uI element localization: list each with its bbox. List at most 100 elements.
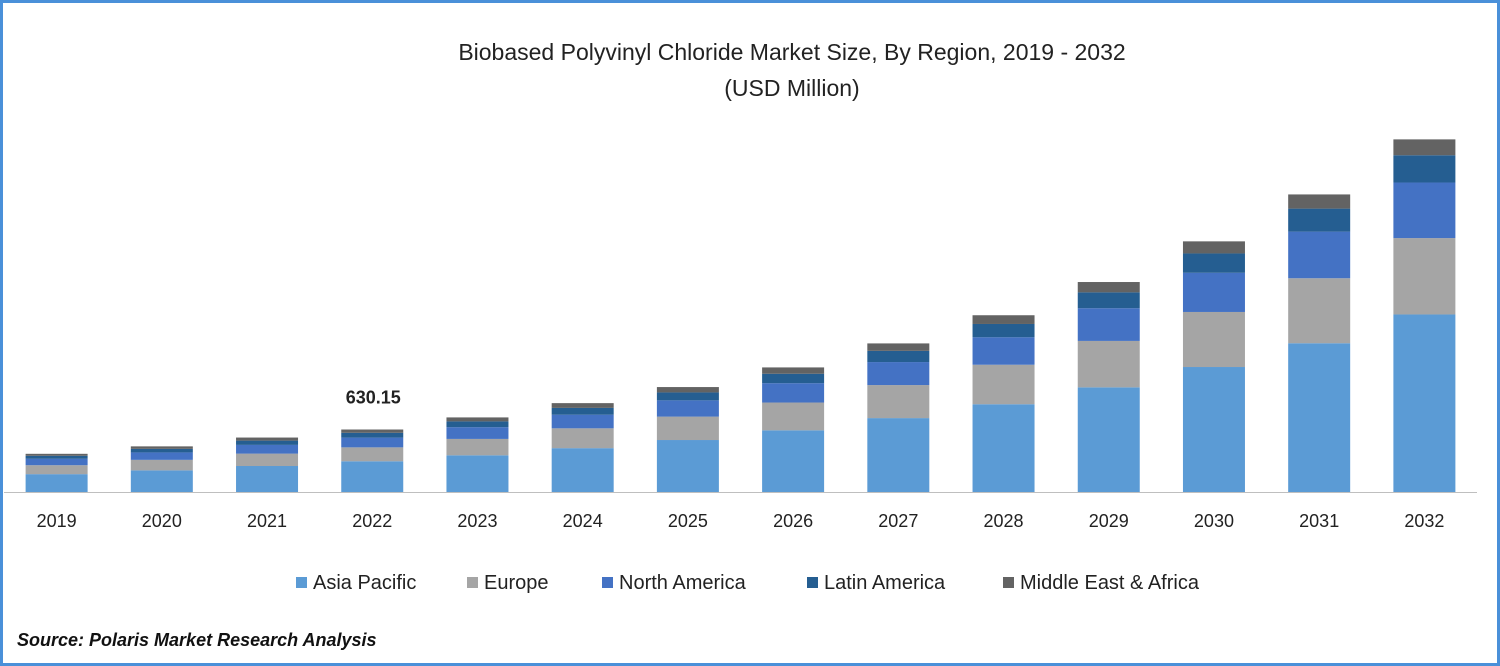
bar-2027-series-3 bbox=[867, 350, 930, 363]
bar-2032-series-1 bbox=[1393, 238, 1456, 315]
x-tick-label: 2022 bbox=[352, 511, 392, 531]
legend-label-2: North America bbox=[619, 572, 747, 594]
bar-2019-series-2 bbox=[25, 458, 88, 466]
bar-2030-series-2 bbox=[1182, 272, 1245, 312]
bar-2029-series-1 bbox=[1077, 340, 1140, 388]
bar-2021-series-4 bbox=[236, 437, 299, 441]
chart-title: Biobased Polyvinyl Chloride Market Size,… bbox=[458, 39, 1126, 65]
bar-2024-series-2 bbox=[551, 414, 614, 429]
bar-2030-series-1 bbox=[1182, 311, 1245, 368]
bar-2028-series-0 bbox=[972, 404, 1035, 492]
bar-2022-series-4 bbox=[341, 429, 404, 433]
bar-2026-series-1 bbox=[762, 402, 825, 431]
bar-2024-series-3 bbox=[551, 407, 614, 415]
bar-2025-series-4 bbox=[656, 387, 719, 393]
bar-2030-series-0 bbox=[1182, 367, 1245, 492]
bar-2022-series-1 bbox=[341, 447, 404, 462]
bar-2019-series-0 bbox=[25, 474, 88, 492]
bar-2024-series-4 bbox=[551, 403, 614, 408]
bar-2023-series-0 bbox=[446, 455, 509, 492]
bar-2024-series-0 bbox=[551, 448, 614, 492]
bar-2031-series-0 bbox=[1288, 343, 1351, 492]
legend-label-0: Asia Pacific bbox=[313, 572, 416, 594]
x-tick-label: 2026 bbox=[773, 511, 813, 531]
x-tick-label: 2019 bbox=[37, 511, 77, 531]
bar-2026-series-2 bbox=[762, 383, 825, 403]
x-tick-label: 2020 bbox=[142, 511, 182, 531]
x-tick-label: 2021 bbox=[247, 511, 287, 531]
bar-2019-series-4 bbox=[25, 453, 88, 456]
bar-2022-series-2 bbox=[341, 437, 404, 448]
bar-2022-series-0 bbox=[341, 461, 404, 492]
legend-label-4: Middle East & Africa bbox=[1020, 572, 1200, 594]
bar-2032-series-2 bbox=[1393, 182, 1456, 239]
x-tick-label: 2029 bbox=[1089, 511, 1129, 531]
bar-2023-series-4 bbox=[446, 417, 509, 422]
bar-2031-series-4 bbox=[1288, 194, 1351, 209]
legend-swatch-4 bbox=[1003, 577, 1014, 588]
bar-2025-series-2 bbox=[656, 400, 719, 417]
bar-2029-series-3 bbox=[1077, 292, 1140, 309]
x-tick-label: 2023 bbox=[457, 511, 497, 531]
data-label-2022: 630.15 bbox=[346, 388, 401, 408]
bar-2031-series-3 bbox=[1288, 208, 1351, 232]
bar-2028-series-4 bbox=[972, 315, 1035, 324]
bar-2031-series-2 bbox=[1288, 231, 1351, 279]
bar-2021-series-2 bbox=[236, 444, 299, 454]
bar-2020-series-4 bbox=[130, 446, 193, 449]
bar-2021-series-1 bbox=[236, 453, 299, 467]
bar-2030-series-3 bbox=[1182, 253, 1245, 273]
chart-subtitle: (USD Million) bbox=[724, 75, 860, 101]
bar-2028-series-1 bbox=[972, 364, 1035, 405]
bar-2020-series-3 bbox=[130, 448, 193, 453]
bar-2023-series-2 bbox=[446, 427, 509, 439]
bar-2032-series-0 bbox=[1393, 314, 1456, 492]
bar-2029-series-0 bbox=[1077, 387, 1140, 492]
bar-2027-series-2 bbox=[867, 362, 930, 386]
bar-2025-series-3 bbox=[656, 392, 719, 401]
x-tick-label: 2027 bbox=[878, 511, 918, 531]
legend-swatch-0 bbox=[296, 577, 307, 588]
bar-2020-series-1 bbox=[130, 459, 193, 471]
bar-2030-series-4 bbox=[1182, 241, 1245, 254]
bar-2020-series-2 bbox=[130, 452, 193, 460]
x-tick-label: 2025 bbox=[668, 511, 708, 531]
x-tick-label: 2024 bbox=[563, 511, 603, 531]
bar-2032-series-3 bbox=[1393, 155, 1456, 183]
bar-2026-series-0 bbox=[762, 430, 825, 492]
legend-swatch-1 bbox=[467, 577, 478, 588]
bar-2029-series-4 bbox=[1077, 282, 1140, 293]
bar-2026-series-4 bbox=[762, 367, 825, 374]
bar-2026-series-3 bbox=[762, 373, 825, 384]
x-tick-label: 2028 bbox=[984, 511, 1024, 531]
bar-2020-series-0 bbox=[130, 470, 193, 492]
bar-2021-series-0 bbox=[236, 466, 299, 492]
bar-2021-series-3 bbox=[236, 440, 299, 445]
x-tick-label: 2031 bbox=[1299, 511, 1339, 531]
legend-label-3: Latin America bbox=[824, 572, 946, 594]
bar-2023-series-3 bbox=[446, 421, 509, 428]
bar-2019-series-3 bbox=[25, 455, 88, 459]
bar-2024-series-1 bbox=[551, 428, 614, 449]
bar-2028-series-3 bbox=[972, 323, 1035, 338]
x-tick-label: 2030 bbox=[1194, 511, 1234, 531]
bar-2023-series-1 bbox=[446, 438, 509, 456]
bar-2027-series-1 bbox=[867, 385, 930, 419]
bar-2022-series-3 bbox=[341, 432, 404, 438]
legend-swatch-2 bbox=[602, 577, 613, 588]
legend-label-1: Europe bbox=[484, 572, 549, 594]
legend-swatch-3 bbox=[807, 577, 818, 588]
bar-2028-series-2 bbox=[972, 337, 1035, 365]
bar-2031-series-1 bbox=[1288, 278, 1351, 344]
x-tick-label: 2032 bbox=[1404, 511, 1444, 531]
bar-2025-series-1 bbox=[656, 416, 719, 441]
bar-2029-series-2 bbox=[1077, 308, 1140, 341]
bar-2032-series-4 bbox=[1393, 139, 1456, 156]
bar-2027-series-4 bbox=[867, 343, 930, 351]
bar-2019-series-1 bbox=[25, 465, 88, 475]
source-note: Source: Polaris Market Research Analysis bbox=[17, 630, 377, 650]
bar-2025-series-0 bbox=[656, 440, 719, 492]
bar-2027-series-0 bbox=[867, 418, 930, 492]
